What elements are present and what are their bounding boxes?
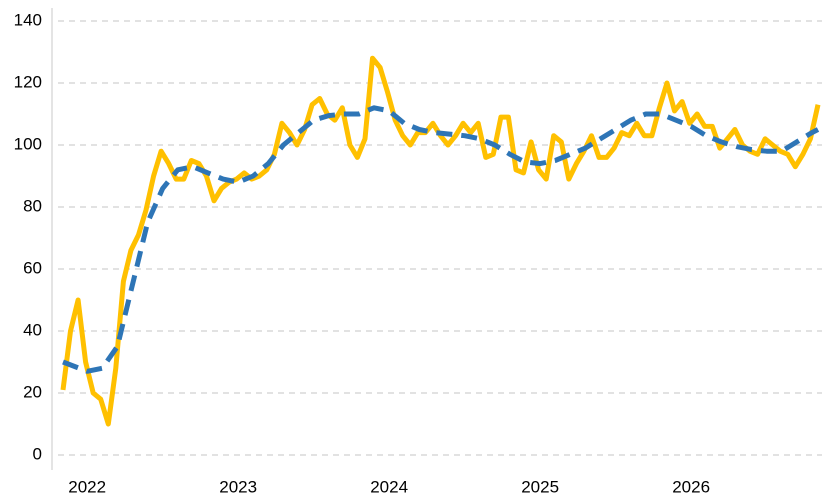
y-tick-label: 60 [23, 258, 42, 277]
x-tick-label: 2023 [219, 477, 257, 496]
line [62, 105, 820, 374]
x-tick-label: 2026 [672, 477, 710, 496]
y-tick-label: 20 [23, 382, 42, 401]
y-tick-label: 120 [14, 72, 42, 91]
y-tick-label: 140 [14, 10, 42, 29]
x-tick-label: 2025 [521, 477, 559, 496]
y-tick-label: 40 [23, 320, 42, 339]
x-tick-label: 2024 [370, 477, 408, 496]
y-tick-label: 80 [23, 196, 42, 215]
y-tick-label: 100 [14, 134, 42, 153]
line [60, 55, 821, 427]
x-tick-label: 2022 [68, 477, 106, 496]
y-tick-label: 0 [33, 444, 42, 463]
